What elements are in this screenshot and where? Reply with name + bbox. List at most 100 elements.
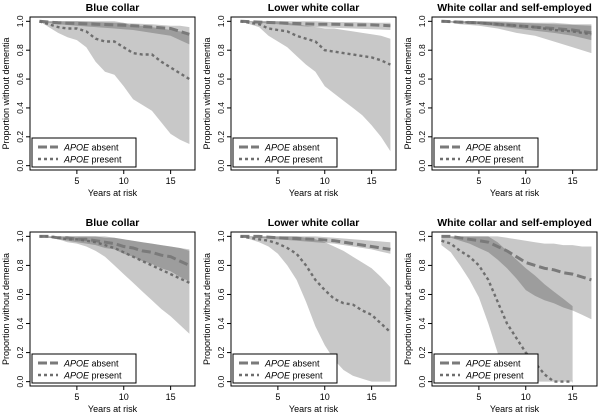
y-tick-label: 1.0 <box>15 15 25 27</box>
x-tick-label: 5 <box>275 392 280 402</box>
y-tick-label: 0.6 <box>15 73 25 85</box>
x-tick-label: 5 <box>476 176 481 186</box>
y-tick-label: 1.0 <box>216 230 226 242</box>
series-line-present <box>441 20 592 36</box>
y-axis-label: Proportion without dementia <box>202 37 212 149</box>
y-tick-label: 1.0 <box>417 15 427 27</box>
x-axis-label: Years at risk <box>490 404 540 412</box>
legend-label-present: APOE present <box>63 371 122 381</box>
y-tick-label: 0.2 <box>15 131 25 143</box>
x-tick-label: 15 <box>166 392 176 402</box>
y-axis-label: Proportion without dementia <box>403 253 413 365</box>
chart-panel-1: 0.0 0.2 0.4 0.6 0.8 1.0 5 10 15 Blue collar Years … <box>1 2 196 198</box>
y-tick-label: 0.2 <box>216 346 226 358</box>
y-axis-label: Proportion without dementia <box>403 37 413 149</box>
ci-band-absent <box>240 236 391 254</box>
series-line-absent <box>441 234 592 282</box>
legend-label-absent: APOE absent <box>465 143 521 153</box>
chart-panel-6: 0.0 0.2 0.4 0.6 0.8 1.0 5 10 15 White collar and … <box>403 217 598 412</box>
x-tick-label: 10 <box>521 392 531 402</box>
chart-panel-5: 0.0 0.2 0.4 0.6 0.8 1.0 5 10 15 Lower white colla… <box>202 217 397 412</box>
y-tick-label: 1.0 <box>216 15 226 27</box>
y-tick-label: 0.2 <box>15 346 25 358</box>
chart-panel-2: 0.0 0.2 0.4 0.6 0.8 1.0 5 10 15 Lower white colla… <box>202 2 397 198</box>
plot-frame <box>29 231 196 387</box>
y-tick-label: 0.4 <box>417 317 427 329</box>
x-tick-label: 5 <box>74 176 79 186</box>
y-tick-label: 0.8 <box>216 44 226 56</box>
chart-title: Blue collar <box>86 217 140 229</box>
y-tick-label: 1.0 <box>15 230 25 242</box>
y-tick-label: 0.4 <box>15 317 25 329</box>
y-axis-label: Proportion without dementia <box>202 253 212 365</box>
x-tick-label: 15 <box>568 176 578 186</box>
legend: APOE absent APOE present <box>433 353 539 384</box>
x-tick-label: 10 <box>320 176 330 186</box>
y-tick-label: 0.4 <box>216 102 226 114</box>
legend: APOE absent APOE present <box>232 353 338 384</box>
legend-label-present: APOE present <box>465 371 524 381</box>
legend-label-present: APOE present <box>264 371 323 381</box>
legend-label-present: APOE present <box>465 155 524 165</box>
y-tick-label: 0.2 <box>216 131 226 143</box>
chart-title: Blue collar <box>86 2 140 14</box>
series-line-present <box>39 20 191 81</box>
y-tick-label: 0.8 <box>417 44 427 56</box>
y-tick-label: 0.8 <box>15 44 25 56</box>
x-axis-label: Years at risk <box>88 404 138 412</box>
legend-label-absent: APOE absent <box>63 143 119 153</box>
legend-label-present: APOE present <box>264 155 323 165</box>
y-tick-label: 0.0 <box>417 159 427 171</box>
legend-label-present: APOE present <box>63 155 122 165</box>
x-tick-label: 15 <box>367 176 377 186</box>
plot-area <box>240 234 392 382</box>
ci-band-present <box>39 236 190 334</box>
plot-frame <box>431 231 598 387</box>
legend-box <box>232 137 338 168</box>
chart-title: Lower white collar <box>268 2 360 14</box>
series-line-present <box>240 20 391 66</box>
y-tick-label: 0.4 <box>216 317 226 329</box>
y-tick-label: 0.0 <box>216 375 226 387</box>
y-tick-label: 0.6 <box>417 288 427 300</box>
x-axis-label: Years at risk <box>289 188 339 198</box>
y-tick-label: 0.4 <box>417 102 427 114</box>
plot-area <box>39 19 191 144</box>
legend: APOE absent APOE present <box>433 137 539 168</box>
legend-label-absent: APOE absent <box>264 143 320 153</box>
ci-band-present <box>441 21 592 54</box>
y-tick-label: 0.6 <box>417 73 427 85</box>
legend: APOE absent APOE present <box>31 137 137 168</box>
legend-label-absent: APOE absent <box>465 359 521 369</box>
x-tick-label: 10 <box>119 176 129 186</box>
legend: APOE absent APOE present <box>31 353 137 384</box>
chart-panel-3: 0.0 0.2 0.4 0.6 0.8 1.0 5 10 15 White collar and … <box>403 2 598 198</box>
plot-frame <box>29 16 196 171</box>
y-tick-label: 0.6 <box>216 288 226 300</box>
series-line-present <box>240 235 392 334</box>
chart-title: White collar and self-employed <box>437 2 592 14</box>
y-axis-label: Proportion without dementia <box>1 253 11 365</box>
x-axis-label: Years at risk <box>490 188 540 198</box>
series-line-present <box>441 239 573 383</box>
series-line-absent <box>240 234 391 251</box>
chart-title: White collar and self-employed <box>437 217 592 229</box>
x-tick-label: 5 <box>275 176 280 186</box>
x-tick-label: 5 <box>74 392 79 402</box>
y-tick-label: 0.0 <box>15 159 25 171</box>
legend-box <box>31 137 137 168</box>
series-line-absent <box>240 19 391 28</box>
plot-area <box>39 234 191 334</box>
x-tick-label: 15 <box>367 392 377 402</box>
x-tick-label: 10 <box>119 392 129 402</box>
x-tick-label: 5 <box>476 392 481 402</box>
legend-label-absent: APOE absent <box>63 359 119 369</box>
y-tick-label: 0.4 <box>15 102 25 114</box>
y-tick-label: 0.0 <box>216 159 226 171</box>
plot-frame <box>230 231 397 387</box>
chart-title: Lower white collar <box>268 217 360 229</box>
ci-band-present <box>240 21 391 152</box>
legend: APOE absent APOE present <box>232 137 338 168</box>
y-tick-label: 1.0 <box>417 230 427 242</box>
